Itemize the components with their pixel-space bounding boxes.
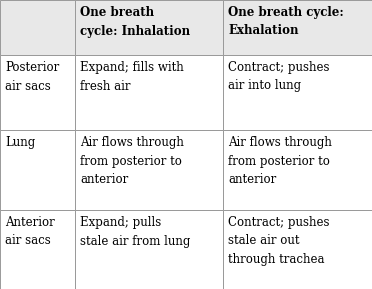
Text: One breath cycle:
Exhalation: One breath cycle: Exhalation (228, 6, 344, 38)
Bar (223, 0, 372, 55)
Text: Contract; pushes
air into lung: Contract; pushes air into lung (228, 61, 330, 92)
Text: Anterior
air sacs: Anterior air sacs (5, 216, 55, 247)
Bar (0, 130, 75, 210)
Bar (75, 0, 223, 55)
Text: Expand; pulls
stale air from lung: Expand; pulls stale air from lung (80, 216, 190, 247)
Text: Contract; pushes
stale air out
through trachea: Contract; pushes stale air out through t… (228, 216, 330, 266)
Bar (75, 55, 223, 130)
Text: Lung: Lung (5, 136, 35, 149)
Bar (223, 210, 372, 289)
Bar (223, 130, 372, 210)
Bar (223, 55, 372, 130)
Bar (75, 130, 223, 210)
Text: Posterior
air sacs: Posterior air sacs (5, 61, 59, 92)
Bar (0, 210, 75, 289)
Text: Expand; fills with
fresh air: Expand; fills with fresh air (80, 61, 184, 92)
Bar (0, 0, 75, 55)
Text: One breath
cycle: Inhalation: One breath cycle: Inhalation (80, 6, 190, 38)
Text: Air flows through
from posterior to
anterior: Air flows through from posterior to ante… (228, 136, 332, 186)
Text: Air flows through
from posterior to
anterior: Air flows through from posterior to ante… (80, 136, 184, 186)
Bar (75, 210, 223, 289)
Bar (0, 55, 75, 130)
